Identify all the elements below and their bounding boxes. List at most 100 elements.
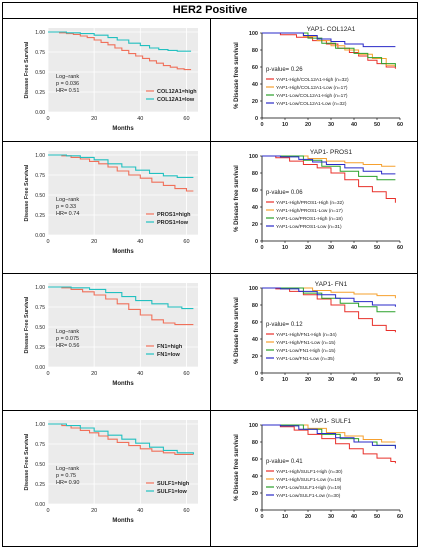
SULF1-right-legend-label: YAP1-Low/SULF1-Low (n=30) (276, 493, 341, 499)
PROS1-left-annotation-line: HR= 0.74 (56, 211, 79, 217)
SULF1-left-ytick-label: 0.25 (35, 482, 45, 488)
SULF1-left-legend-label: SULF1=high (157, 481, 190, 487)
SULF1-right-xtick-label: 40 (351, 514, 357, 520)
SULF1-left-annotation-line: p = 0.75 (56, 473, 76, 479)
SULF1-right-ytick-label: 80 (252, 440, 258, 446)
PROS1-left-xlabel: Months (112, 249, 134, 255)
SULF1-left-xtick-label: 40 (137, 508, 143, 514)
COL12A1-right-series-line (262, 32, 396, 48)
SULF1-right-pvalue: p-value= 0.41 (266, 459, 303, 465)
COL12A1-left-xtick-label: 40 (137, 116, 143, 122)
COL12A1-right-ytick-label: 20 (252, 99, 258, 105)
SULF1-right-ytick-label: 60 (252, 457, 258, 463)
FN1-right-ylabel: % Disease free survival (234, 297, 240, 364)
PROS1-right-xtick-label: 60 (397, 245, 403, 251)
SULF1-right-ytick-label: 100 (249, 423, 258, 429)
FN1-left-xtick-label: 40 (137, 371, 143, 377)
SULF1-right-xtick-label: 60 (397, 514, 403, 520)
PROS1-right-ytick-label: 100 (249, 154, 258, 160)
COL12A1-right-legend-label: YAP1-Low/COL12A1-High (n=17) (276, 93, 348, 99)
PROS1-right-xtick-label: 30 (328, 245, 334, 251)
SULF1-left-legend-label: SULF1=low (157, 489, 188, 495)
FN1-right-ytick-label: 40 (252, 337, 258, 343)
SULF1-right-xtick-label: 0 (260, 514, 263, 520)
FN1-right-series-line (262, 287, 396, 333)
COL12A1-left-plot-background (48, 28, 198, 112)
PROS1-right-xtick-label: 40 (351, 245, 357, 251)
COL12A1-right-pvalue: p-value= 0.26 (266, 67, 303, 73)
PROS1-right-title: YAP1- PROS1 (310, 149, 353, 156)
FN1-right-series-line (262, 287, 396, 313)
FN1-right-legend-label: YAP1-High/FN1-Low (n=15) (276, 340, 336, 346)
PROS1-left-ytick-label: 0.00 (35, 233, 45, 239)
PROS1-right-ylabel: % Disease free survival (234, 165, 240, 232)
FN1-left-annotation-line: p = 0.075 (56, 336, 79, 342)
SULF1-left-series-line (48, 423, 194, 455)
COL12A1-right-ytick-label: 60 (252, 65, 258, 71)
COL12A1-left-annotation-line: p = 0.036 (56, 81, 79, 87)
COL12A1-right-legend-label: YAP1-Low/COL12A1-Low (n=32) (276, 101, 347, 107)
FN1-right-legend-label: YAP1-Low/FN1-Low (n=35) (276, 356, 335, 362)
PROS1-right-ytick-label: 80 (252, 171, 258, 177)
PROS1-right-xtick-label: 20 (305, 245, 311, 251)
PROS1-right-legend-label: YAP1-High/PROS1-High (n=32) (276, 200, 344, 206)
FN1-left-xlabel: Months (112, 381, 134, 387)
COL12A1-right-legend-label: YAP1-High/COL12A1-High (n=32) (276, 77, 349, 83)
PROS1-right-series-line (262, 155, 396, 203)
SULF1-left-xlabel: Months (112, 518, 134, 524)
FN1-right-xtick-label: 30 (328, 377, 334, 383)
SULF1-right-series-line (262, 424, 396, 464)
FN1-right-legend-label: YAP1-Low/FN1-High (n=15) (276, 348, 336, 354)
FN1-right-ytick-label: 0 (255, 371, 258, 377)
SULF1-left-annotation-line: HR= 0.90 (56, 480, 79, 486)
FN1-right-title: YAP1- FN1 (315, 281, 348, 288)
COL12A1-left-xtick-label: 20 (91, 116, 97, 122)
PROS1-right-ytick-label: 60 (252, 188, 258, 194)
PROS1-right-legend-label: YAP1-High/PROS1-Low (n=17) (276, 208, 343, 214)
COL12A1-right-ylabel: % Disease free survival (234, 42, 240, 109)
SULF1-right-xtick-label: 20 (305, 514, 311, 520)
PROS1-right-series-line (262, 155, 396, 181)
COL12A1-right-xtick-label: 20 (305, 122, 311, 128)
FN1-left-series-line (48, 286, 194, 310)
FN1-right-series-line (262, 287, 396, 299)
FN1-left-ytick-label: 0.00 (35, 365, 45, 371)
PROS1-right-ytick-label: 20 (252, 222, 258, 228)
SULF1-left-annotation-line: Log−rank (56, 466, 79, 472)
COL12A1-left-xtick-label: 60 (183, 116, 189, 122)
SULF1-right-ylabel: % Disease free survival (234, 434, 240, 501)
COL12A1-left-legend-label: COL12A1=high (157, 89, 197, 95)
SULF1-right-ytick-label: 0 (255, 508, 258, 514)
SULF1-left-ytick-label: 1.00 (35, 422, 45, 428)
SULF1-right-ytick-label: 20 (252, 491, 258, 497)
FN1-left-ytick-label: 1.00 (35, 285, 45, 291)
FN1-left-annotation-line: HR= 0.56 (56, 343, 79, 349)
COL12A1-left-ytick-label: 1.00 (35, 30, 45, 36)
PROS1-left-xtick-label: 0 (46, 239, 49, 245)
FN1-right-xtick-label: 40 (351, 377, 357, 383)
SULF1-left-xtick-label: 20 (91, 508, 97, 514)
PROS1-left-legend-label: PROS1=low (157, 220, 189, 226)
SULF1-right-series-line (262, 424, 396, 448)
COL12A1-left-legend-label: COL12A1=low (157, 97, 195, 103)
column-divider (210, 18, 211, 547)
row-divider-1 (2, 141, 418, 142)
FN1-left-legend-label: FN1=low (157, 352, 180, 358)
PROS1-left-ytick-label: 0.50 (35, 193, 45, 199)
SULF1-left-ylabel: Disease Free Survival (24, 433, 30, 490)
PROS1-left-series-line (48, 154, 194, 192)
FN1-right-ytick-label: 100 (249, 286, 258, 292)
SULF1-left-ytick-label: 0.00 (35, 502, 45, 508)
FN1-left-ytick-label: 0.50 (35, 325, 45, 331)
COL12A1-right-xtick-label: 40 (351, 122, 357, 128)
COL12A1-left-ytick-label: 0.75 (35, 50, 45, 56)
COL12A1-right-ytick-label: 100 (249, 31, 258, 37)
SULF1-right-legend-label: YAP1-Low/SULF1-High (n=19) (276, 485, 342, 491)
PROS1-right-ytick-label: 0 (255, 239, 258, 245)
PROS1-left-ytick-label: 1.00 (35, 153, 45, 159)
COL12A1-right-ytick-label: 40 (252, 82, 258, 88)
PROS1-right-xtick-label: 50 (374, 245, 380, 251)
SULF1-left-ytick-label: 0.75 (35, 442, 45, 448)
